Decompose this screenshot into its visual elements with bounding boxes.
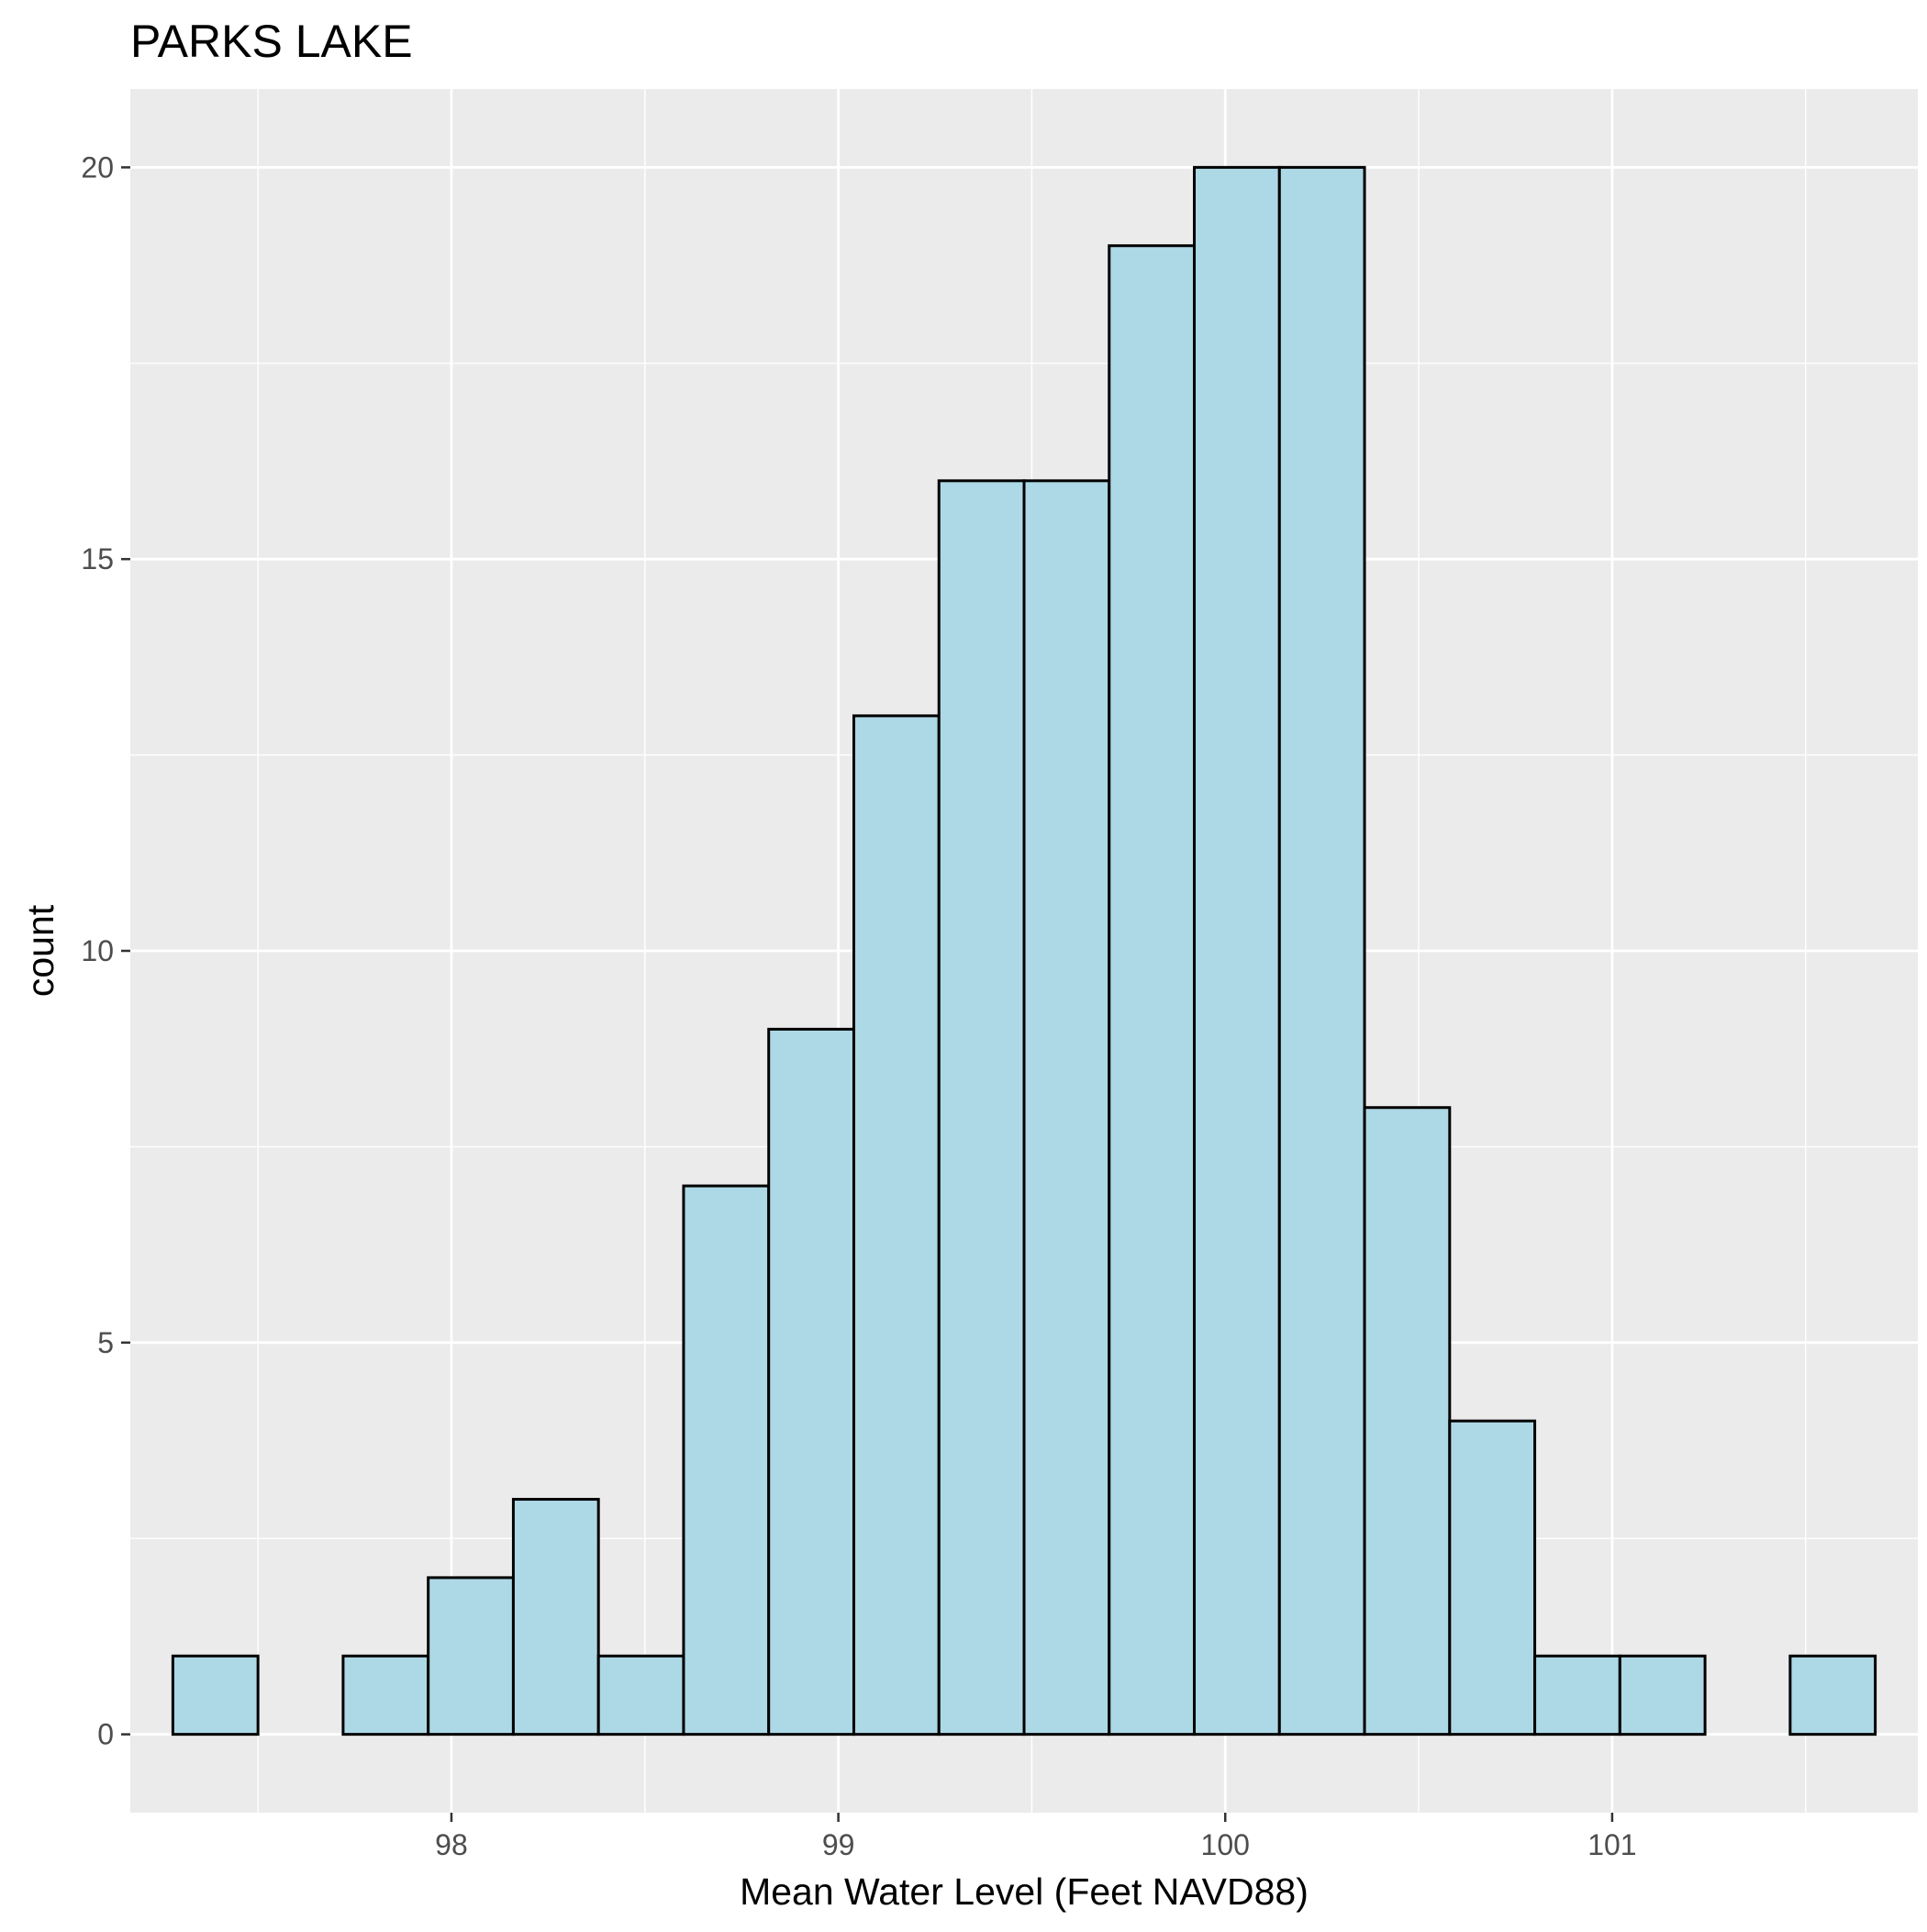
histogram-bar [1618,1654,1707,1737]
x-tick-label: 98 [435,1828,468,1861]
histogram-bar [427,1576,515,1737]
y-tick-label: 15 [81,542,114,575]
y-axis-title: count [19,904,61,997]
x-axis-title: Mean Water Level (Feet NAVD88) [740,1871,1309,1913]
histogram-bar [1022,479,1111,1737]
histogram-bar [1193,165,1281,1737]
chart-title: PARKS LAKE [130,16,413,67]
histogram-bar [171,1654,260,1737]
histogram-bar [852,714,941,1737]
histogram-bar [937,479,1026,1737]
histogram-bar [1788,1654,1877,1737]
y-tick-label: 20 [81,151,114,184]
histogram-bar [767,1027,855,1737]
histogram-bar [1533,1654,1621,1737]
x-tick-label: 101 [1587,1828,1636,1861]
histogram-bar [511,1498,600,1737]
x-tick-label: 99 [822,1828,855,1861]
histogram-bar [1277,165,1366,1737]
axes: 98 99 100 101 0 5 10 15 20 [81,151,1636,1861]
y-tick-label: 10 [81,934,114,967]
y-tick-label: 0 [97,1718,114,1751]
histogram-bar [341,1654,430,1737]
histogram-bar [1363,1106,1452,1737]
histogram-bar [1448,1419,1537,1737]
histogram-bar [682,1184,771,1737]
histogram-bars [171,165,1877,1737]
x-tick-label: 100 [1201,1828,1250,1861]
y-tick-label: 5 [97,1326,114,1359]
histogram-bar [596,1654,685,1737]
histogram-bar [1108,244,1197,1737]
